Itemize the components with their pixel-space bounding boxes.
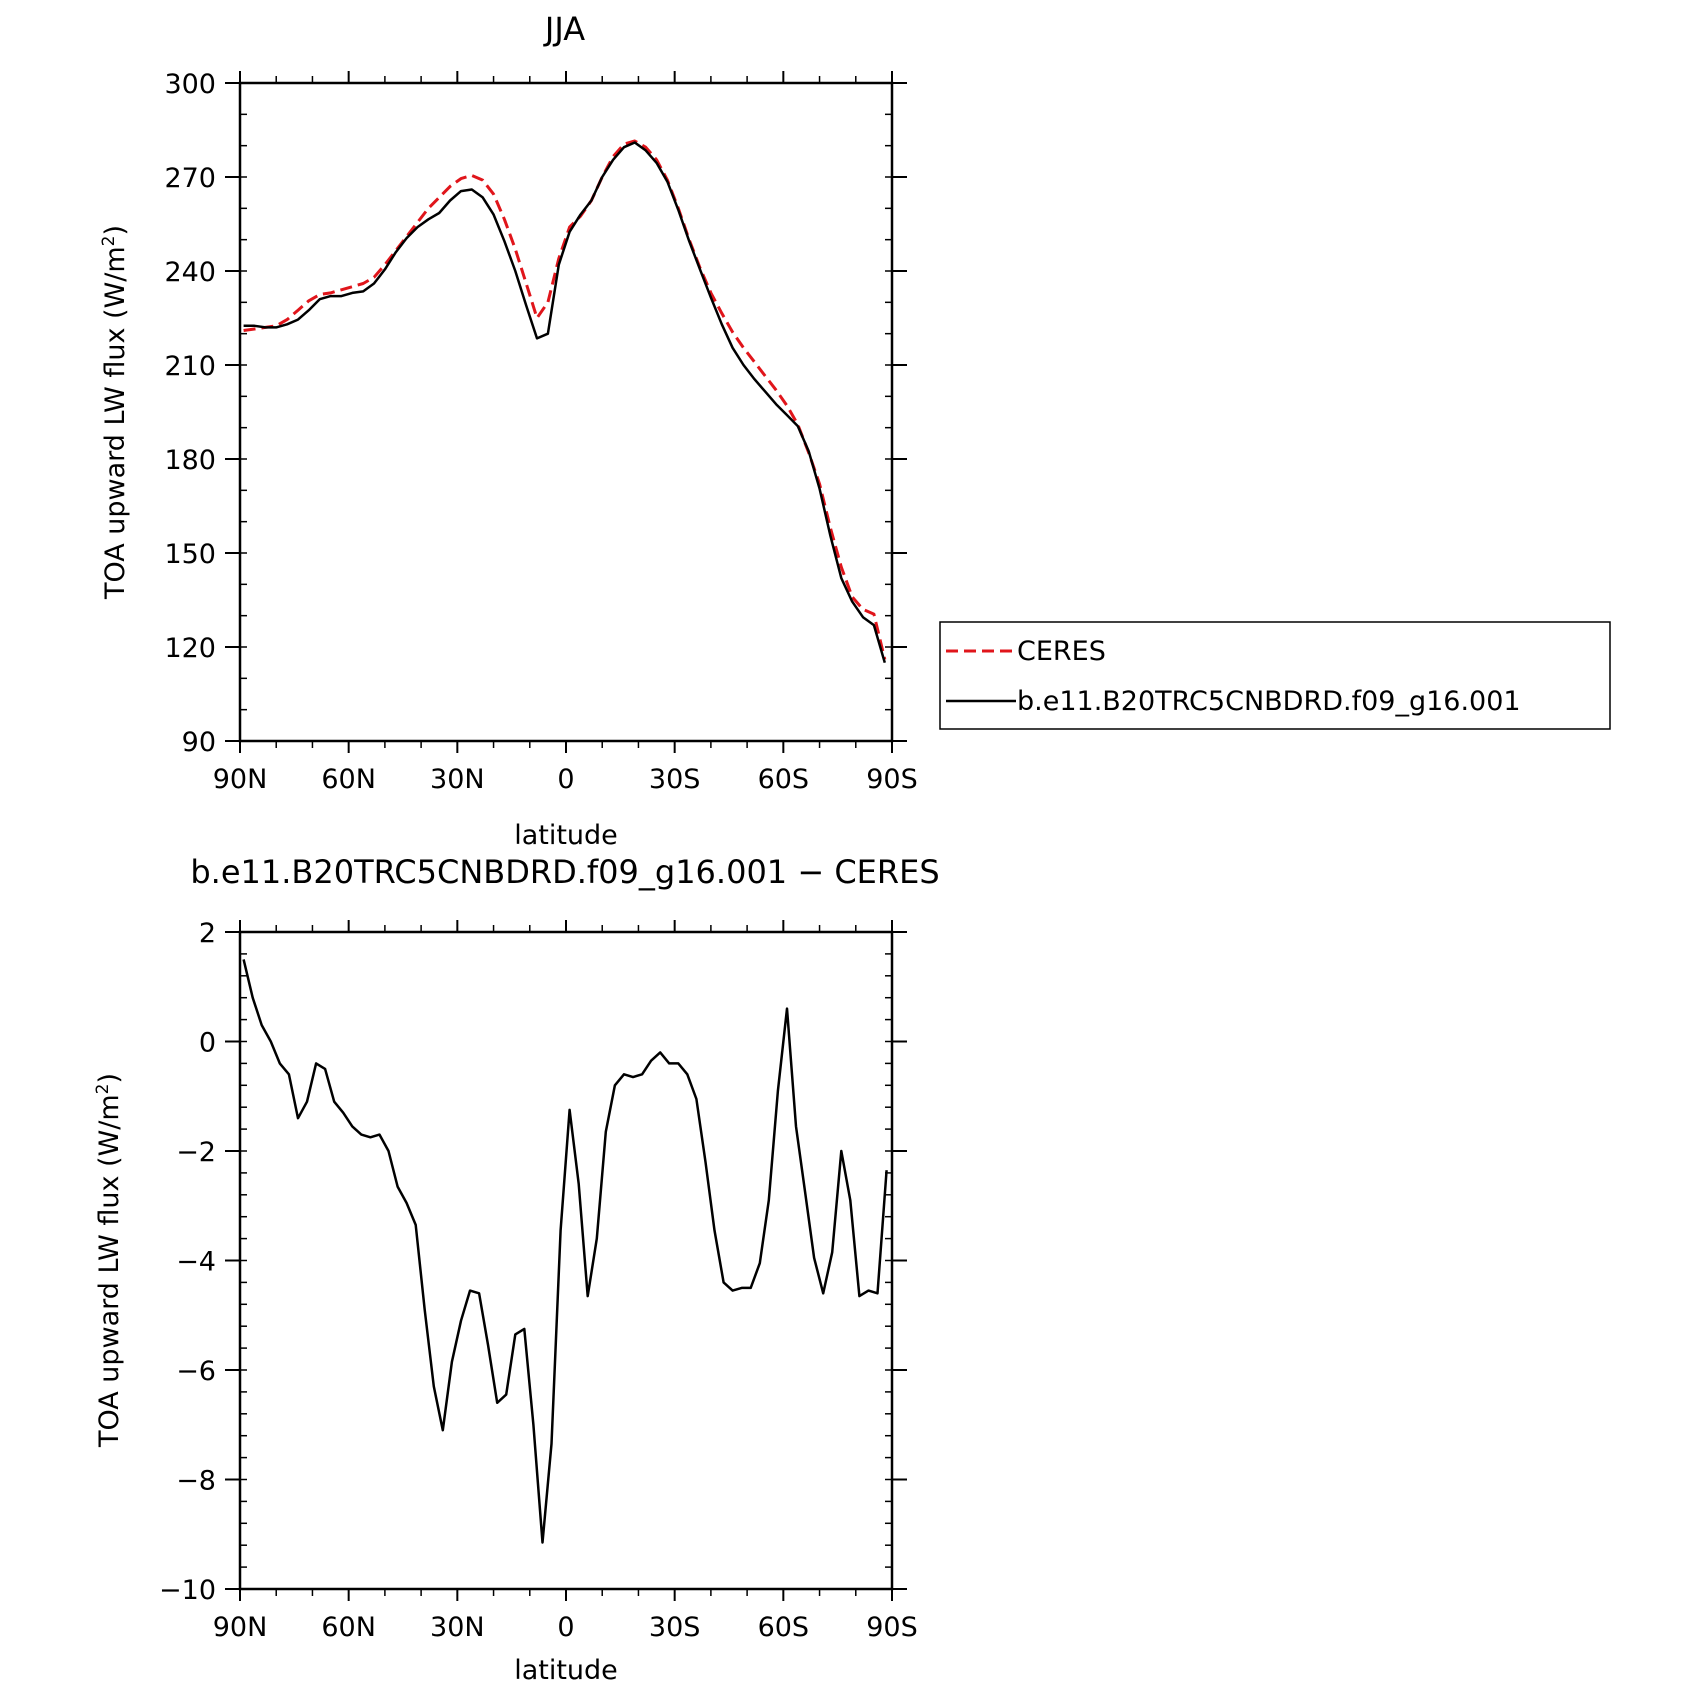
bottom-series-line-0 [242, 959, 888, 1544]
bottom-x-tick-label: 60S [758, 1612, 810, 1643]
top-x-tick-label: 60S [758, 764, 810, 795]
top-x-tick-label: 90S [866, 764, 918, 795]
top-plot-frame [238, 81, 894, 743]
bottom-y-axis-label-main: TOA upward LW flux (W/m [94, 1094, 125, 1448]
bottom-y-tick-label: −4 [176, 1247, 216, 1278]
bottom-y-axis-label: TOA upward LW flux (W/m2) [93, 1073, 125, 1448]
top-x-tick-label: 60N [321, 764, 376, 795]
top-y-tick-label: 210 [164, 351, 216, 382]
bottom-series-lines [242, 959, 888, 1544]
legend: CERES b.e11.B20TRC5CNBDRD.f09_g16.001 [939, 621, 1611, 730]
bottom-tick-labels: 90N 60N 30N 0 30S 60S 90S −10 −8 −6 −4 −2 0 2 [159, 918, 918, 1643]
bottom-x-tick-label: 30S [649, 1612, 701, 1643]
bottom-y-tick-label: −6 [176, 1356, 216, 1387]
top-y-axis-label: TOA upward LW flux (W/m2) [99, 225, 131, 600]
top-tick-labels: 90N 60N 30N 0 30S 60S 90S 90 120 150 180 210 240 270 3… [164, 69, 917, 795]
bottom-y-tick-label: −10 [159, 1575, 216, 1606]
top-x-tick-label: 0 [557, 764, 574, 795]
bottom-x-tick-label: 90S [866, 1612, 918, 1643]
top-y-tick-label: 180 [164, 445, 216, 476]
top-series-line-1 [243, 141, 887, 664]
bottom-y-tick-label: 0 [199, 1028, 216, 1059]
top-series-lines [243, 139, 887, 664]
legend-label-model: b.e11.B20TRC5CNBDRD.f09_g16.001 [1017, 686, 1521, 717]
bottom-ticks [225, 920, 907, 1601]
top-y-tick-label: 270 [164, 163, 216, 194]
bottom-y-tick-label: −2 [176, 1137, 216, 1168]
bottom-y-tick-label: 2 [199, 918, 216, 949]
top-panel-title: JJA [543, 10, 585, 48]
top-ticks [225, 71, 907, 753]
top-x-tick-label: 90N [213, 764, 268, 795]
bottom-x-tick-label: 60N [321, 1612, 376, 1643]
top-series-line-0 [243, 139, 887, 660]
bottom-x-tick-label: 30N [430, 1612, 485, 1643]
bottom-x-tick-label: 90N [213, 1612, 268, 1643]
bottom-y-tick-label: −8 [176, 1466, 216, 1497]
top-x-axis-label: latitude [514, 820, 618, 851]
top-x-tick-label: 30S [649, 764, 701, 795]
top-y-tick-label: 120 [164, 633, 216, 664]
bottom-panel-title: b.e11.B20TRC5CNBDRD.f09_g16.001 − CERES [190, 853, 939, 891]
legend-label-ceres: CERES [1017, 636, 1106, 667]
top-y-axis-label-main: TOA upward LW flux (W/m [100, 246, 131, 600]
top-y-tick-label: 240 [164, 257, 216, 288]
top-y-tick-label: 300 [164, 69, 216, 100]
bottom-y-axis-label-end: ) [94, 1073, 125, 1084]
bottom-x-axis-label: latitude [514, 1655, 618, 1685]
top-y-axis-label-end: ) [100, 225, 131, 236]
top-y-tick-label: 150 [164, 539, 216, 570]
top-panel: JJA 90N 60N 30N 0 30S 60S 90S 90 120 150 180 210 240… [99, 10, 1611, 851]
bottom-x-tick-label: 0 [557, 1612, 574, 1643]
bottom-plot-frame [238, 930, 894, 1591]
legend-box [939, 621, 1611, 730]
top-x-tick-label: 30N [430, 764, 485, 795]
top-y-axis-label-superscript: 2 [99, 236, 119, 247]
top-y-tick-label: 90 [182, 727, 216, 758]
bottom-y-axis-label-superscript: 2 [93, 1084, 113, 1095]
bottom-panel: b.e11.B20TRC5CNBDRD.f09_g16.001 − CERES … [93, 853, 940, 1685]
